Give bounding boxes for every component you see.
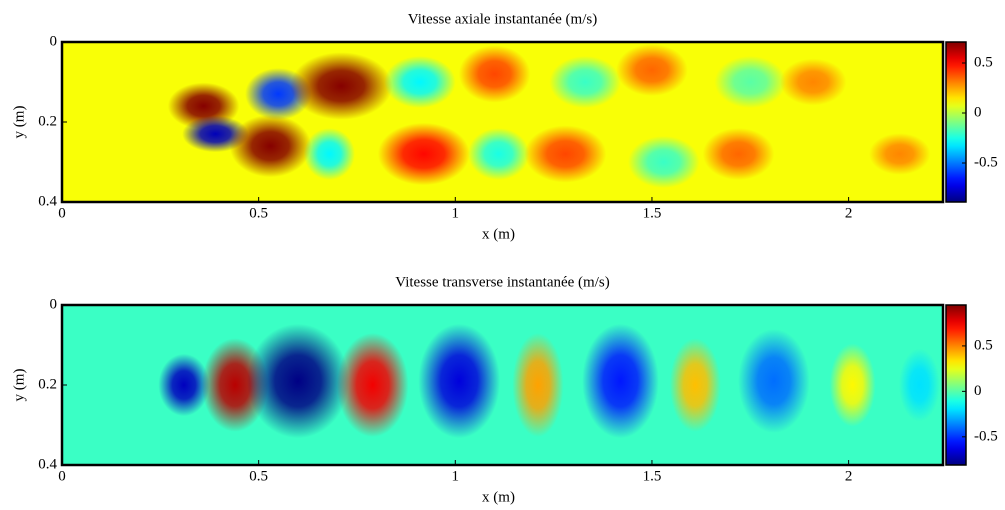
y-tick-label: 0.4 — [38, 193, 57, 209]
y-axis-label: y (m) — [11, 106, 27, 139]
vortex-blob — [246, 323, 350, 439]
heatmap-area — [62, 305, 943, 465]
vortex-blob — [229, 114, 312, 178]
vortex-blob — [702, 128, 775, 180]
vortex-blob — [869, 133, 931, 175]
x-axis-label: x (m) — [482, 489, 515, 505]
x-axis-label: x (m) — [482, 226, 515, 242]
colorbar-tick-label: -0.5 — [974, 154, 998, 170]
vortex-blob — [829, 343, 876, 427]
colorbar-tick-label: 0.5 — [974, 54, 993, 70]
x-tick-label: 2 — [845, 205, 853, 221]
chart-title: Vitesse axiale instantanée (m/s) — [408, 11, 597, 27]
vortex-blob — [158, 353, 210, 417]
x-tick-label: 0 — [58, 468, 66, 484]
colorbar-tick-label: 0.5 — [974, 337, 993, 353]
vortex-blob — [738, 329, 810, 433]
vortex-blob — [336, 333, 409, 437]
vortex-blob — [418, 323, 501, 439]
colorbar — [945, 41, 967, 203]
x-tick-label: 0 — [58, 205, 66, 221]
x-tick-label: 1 — [452, 205, 460, 221]
vortex-blob — [467, 128, 530, 180]
chart-title: Vitesse transverse instantanée (m/s) — [395, 274, 609, 290]
vortex-blob — [512, 333, 564, 437]
colorbar-tick-label: 0 — [974, 104, 982, 120]
vortex-blob — [669, 338, 721, 432]
vortex-blob — [714, 56, 787, 108]
colorbar-tick-label: -0.5 — [974, 428, 998, 444]
vortex-blob — [779, 58, 847, 106]
vortex-blob — [582, 323, 659, 439]
vortex-blob — [377, 122, 470, 186]
colorbar-tick-label: 0 — [974, 383, 982, 399]
vortex-blob — [549, 56, 621, 108]
y-tick-label: 0.4 — [38, 456, 57, 472]
vortex-blob — [384, 56, 456, 108]
x-tick-label: 2 — [845, 468, 853, 484]
x-tick-label: 1.5 — [643, 205, 662, 221]
x-tick-label: 1 — [452, 468, 460, 484]
y-tick-label: 0.2 — [38, 113, 57, 129]
y-tick-label: 0 — [50, 296, 58, 312]
x-tick-label: 1.5 — [643, 468, 662, 484]
vortex-blob — [458, 45, 531, 103]
x-tick-label: 0.5 — [249, 205, 268, 221]
heatmap-area — [62, 42, 943, 202]
y-tick-label: 0.2 — [38, 376, 57, 392]
colorbar — [945, 304, 967, 466]
vortex-blob — [524, 125, 607, 183]
x-tick-label: 0.5 — [249, 468, 268, 484]
vortex-blob — [616, 44, 688, 96]
y-tick-label: 0 — [50, 33, 58, 49]
vortex-blob — [627, 136, 700, 188]
vortex-blob — [290, 52, 393, 120]
vortex-blob — [303, 128, 356, 180]
vortex-blob — [898, 348, 940, 422]
y-axis-label: y (m) — [11, 369, 27, 402]
